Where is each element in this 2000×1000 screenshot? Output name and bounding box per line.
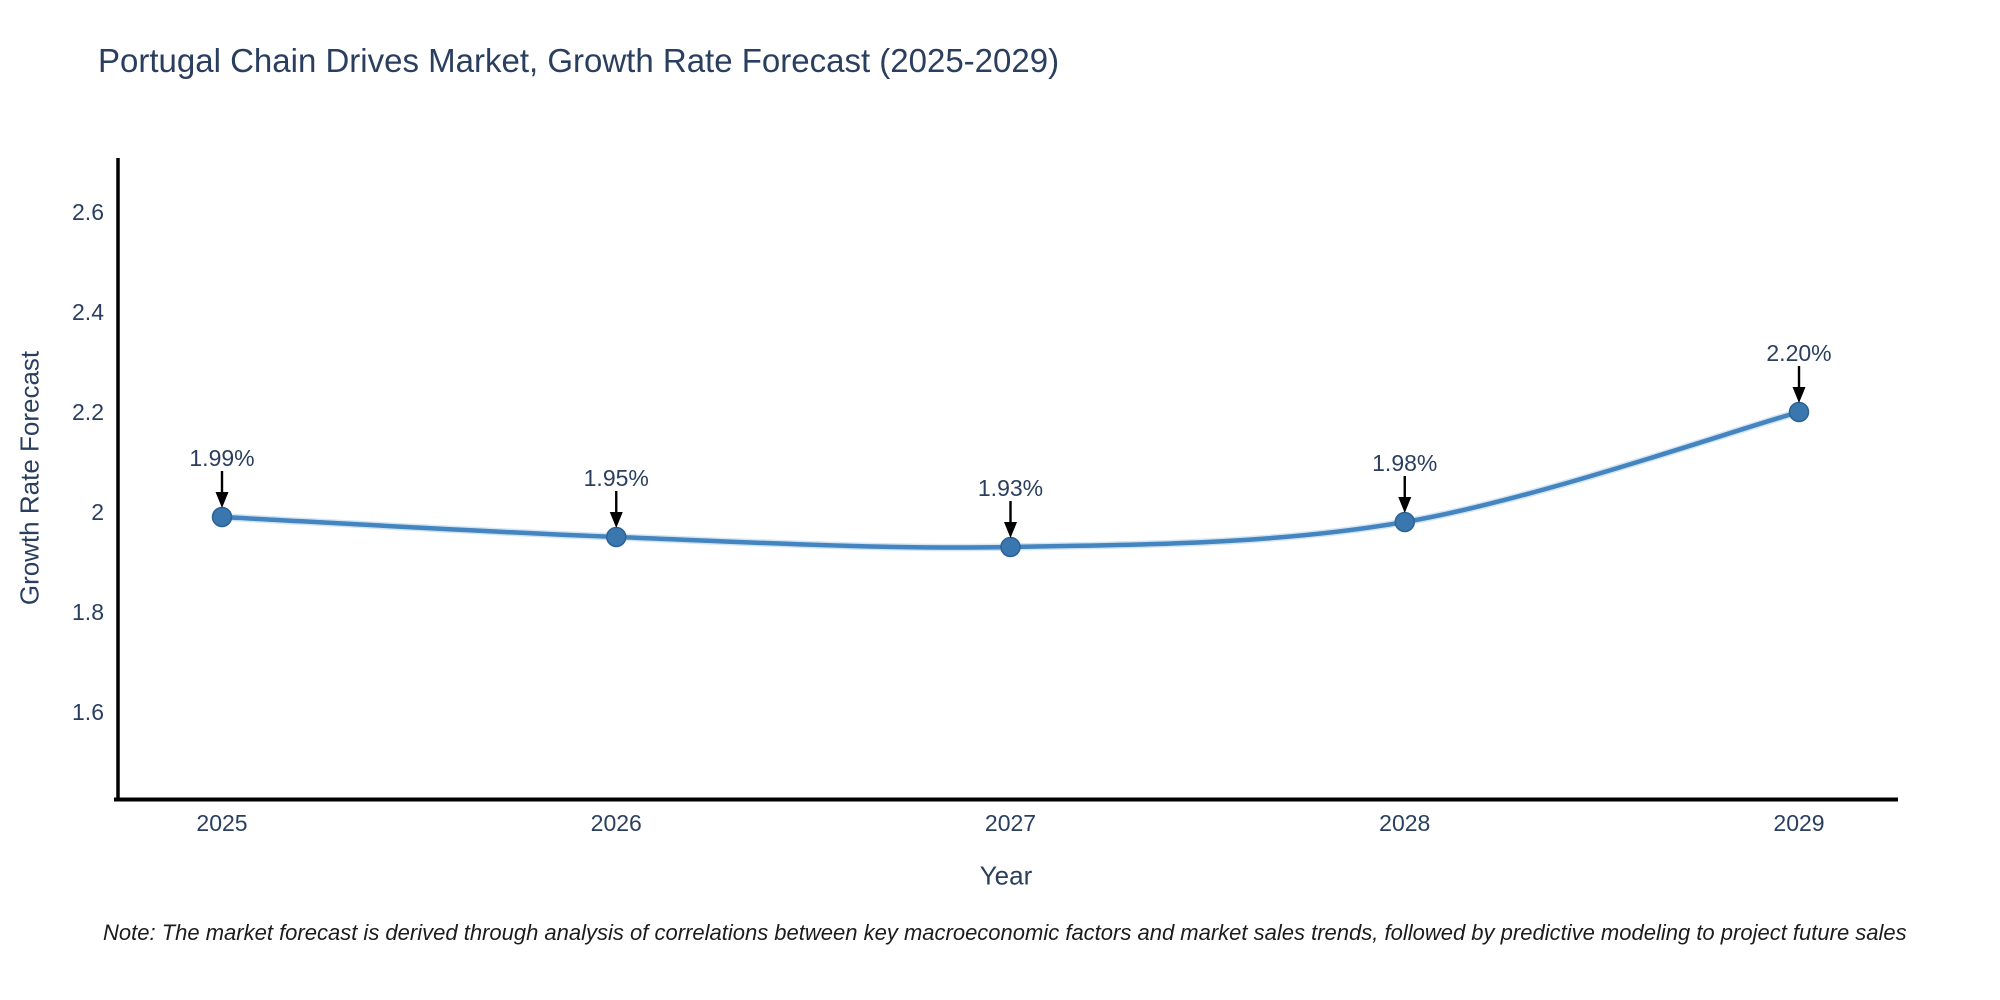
data-point-2027[interactable] bbox=[1000, 536, 1021, 558]
annotation-label: 1.95% bbox=[584, 465, 649, 491]
x-tick-label: 2028 bbox=[1379, 810, 1430, 836]
data-point-2025[interactable] bbox=[211, 506, 233, 528]
y-axis-title: Growth Rate Forecast bbox=[14, 350, 45, 606]
annotation-label: 2.20% bbox=[1766, 340, 1831, 366]
chart-title: Portugal Chain Drives Market, Growth Rat… bbox=[98, 42, 1060, 79]
footnote: Note: The market forecast is derived thr… bbox=[103, 920, 1907, 945]
annotation-label: 1.93% bbox=[978, 475, 1043, 501]
x-tick-label: 2027 bbox=[985, 810, 1036, 836]
x-tick-label: 2025 bbox=[196, 810, 247, 836]
annotation-label: 1.98% bbox=[1372, 450, 1437, 476]
annotation-arrowhead bbox=[215, 492, 229, 508]
x-tick-label: 2026 bbox=[591, 810, 642, 836]
annotation-arrowhead bbox=[1004, 522, 1017, 538]
y-tick-label: 2.2 bbox=[72, 399, 104, 425]
data-point-2028[interactable] bbox=[1394, 511, 1415, 533]
data-point-2026[interactable] bbox=[606, 526, 627, 548]
y-tick-label: 2.4 bbox=[72, 299, 104, 325]
annotation-arrowhead bbox=[609, 512, 623, 528]
annotation-label: 1.99% bbox=[189, 445, 254, 471]
annotation-arrowhead bbox=[1792, 387, 1806, 403]
data-point-2029[interactable] bbox=[1788, 401, 1810, 423]
y-tick-label: 2 bbox=[91, 499, 104, 525]
y-tick-label: 1.8 bbox=[72, 599, 104, 625]
y-tick-label: 2.6 bbox=[72, 199, 104, 225]
x-axis-title: Year bbox=[979, 860, 1033, 891]
x-tick-label: 2029 bbox=[1773, 810, 1824, 836]
annotation-arrowhead bbox=[1398, 497, 1412, 513]
y-tick-label: 1.6 bbox=[72, 699, 104, 725]
